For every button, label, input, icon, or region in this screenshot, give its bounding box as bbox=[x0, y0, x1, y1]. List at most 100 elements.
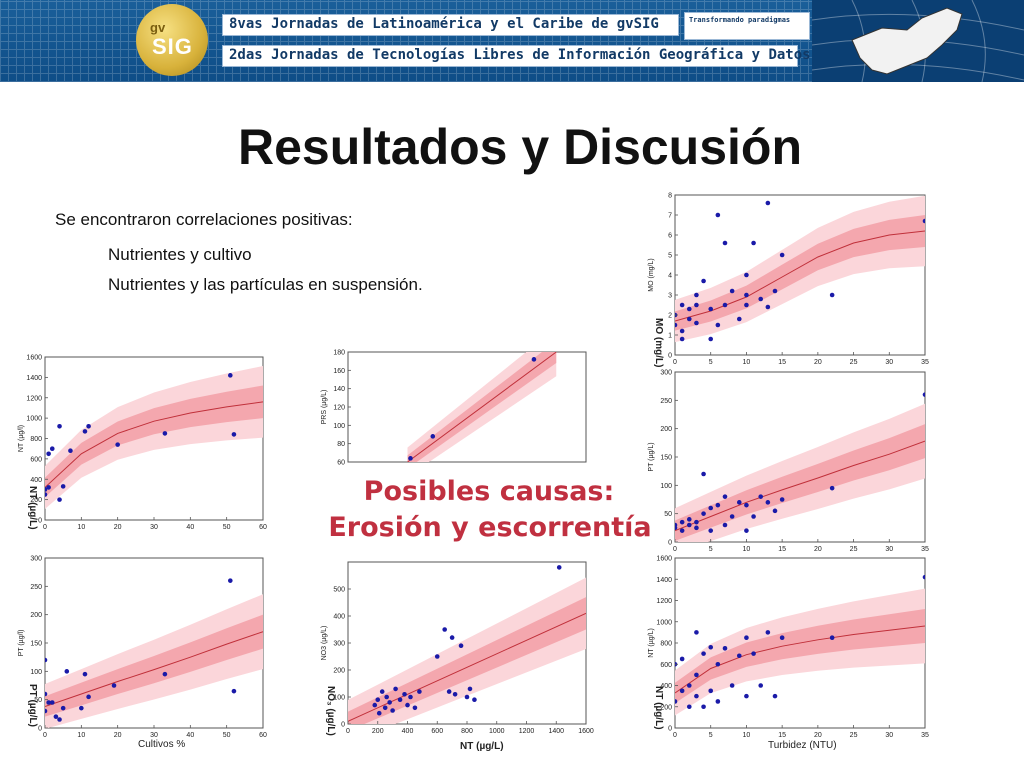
data-point bbox=[45, 657, 48, 663]
y-axis-label: PRS (µg/L) bbox=[321, 390, 328, 425]
data-point bbox=[675, 522, 678, 528]
data-point bbox=[162, 671, 168, 677]
x-tick-label: 40 bbox=[186, 524, 194, 531]
y-tick-label: 1200 bbox=[26, 395, 42, 402]
y-tick-label: 800 bbox=[660, 641, 672, 648]
bullet-1: Nutrientes y cultivo bbox=[108, 245, 252, 264]
logo-gv-text: gv bbox=[150, 20, 166, 35]
data-point bbox=[417, 689, 422, 694]
data-point bbox=[111, 683, 117, 688]
data-point bbox=[405, 702, 410, 708]
chart-pt-turbidez: 0 50 100 150 200 250 300 0 5 10 15 20 25 30 35 PT (µg/L… bbox=[648, 370, 929, 554]
x-tick-label: 50 bbox=[223, 732, 231, 739]
tagline-line-1: Transformando paradigmas bbox=[689, 16, 791, 24]
y-tick-label: 100 bbox=[333, 695, 345, 702]
data-point bbox=[758, 494, 764, 499]
data-point bbox=[82, 671, 88, 677]
x-tick-label: 200 bbox=[372, 728, 384, 735]
slide-title: Resultados y Discusión bbox=[237, 119, 803, 175]
side-label-no3: NO₃ (µg/L) bbox=[325, 686, 336, 736]
data-point bbox=[722, 240, 728, 246]
data-point bbox=[57, 497, 62, 502]
x-tick-label: 10 bbox=[77, 524, 85, 531]
data-point bbox=[64, 669, 70, 674]
event-banner: gv SIG 8vas Jornadas de Latinoamérica y … bbox=[0, 0, 1024, 82]
confidence-band bbox=[45, 385, 263, 498]
intro-text: Se encontraron correlaciones positivas: bbox=[55, 210, 353, 229]
data-point bbox=[60, 705, 66, 711]
data-point bbox=[86, 694, 91, 700]
x-tick-label: 1400 bbox=[548, 728, 564, 735]
data-point bbox=[694, 519, 699, 525]
data-point bbox=[449, 635, 455, 640]
y-tick-label: 120 bbox=[333, 405, 345, 412]
x-tick-label: 25 bbox=[850, 732, 858, 739]
data-point bbox=[751, 240, 756, 246]
map-graphic bbox=[811, 0, 1024, 82]
data-point bbox=[390, 708, 395, 713]
y-tick-label: 60 bbox=[337, 460, 345, 467]
y-tick-label: 4 bbox=[668, 273, 672, 280]
x-tick-label: 30 bbox=[150, 732, 158, 739]
y-tick-label: 400 bbox=[660, 683, 672, 690]
y-tick-label: 0 bbox=[668, 726, 672, 733]
data-point bbox=[829, 485, 835, 491]
data-point bbox=[701, 704, 706, 710]
y-tick-label: 1400 bbox=[26, 375, 42, 382]
data-point bbox=[679, 328, 685, 334]
y-tick-label: 500 bbox=[333, 587, 345, 594]
data-point bbox=[701, 511, 706, 516]
causes-text: Erosión y escorrentía bbox=[328, 512, 652, 543]
y-tick-label: 150 bbox=[660, 455, 672, 462]
data-point bbox=[82, 429, 88, 434]
data-point bbox=[772, 508, 778, 514]
data-point bbox=[57, 717, 62, 722]
plot-area bbox=[675, 195, 925, 343]
x-tick-label: 15 bbox=[778, 359, 786, 366]
logo-sig-text: SIG bbox=[152, 34, 193, 59]
data-point bbox=[715, 699, 721, 704]
data-point bbox=[765, 304, 771, 310]
data-point bbox=[679, 656, 685, 662]
plot-area bbox=[45, 578, 263, 728]
y-tick-label: 200 bbox=[30, 612, 42, 619]
y-tick-label: 400 bbox=[333, 614, 345, 621]
xlabel-nt: NT (µg/L) bbox=[460, 741, 504, 752]
data-point bbox=[384, 694, 389, 700]
x-tick-label: 0 bbox=[673, 546, 677, 553]
data-point bbox=[686, 316, 692, 322]
banner-tagline: Transformando paradigmas bbox=[684, 12, 810, 40]
fit-line bbox=[45, 631, 263, 707]
plot-area bbox=[407, 352, 557, 462]
y-tick-label: 1600 bbox=[26, 355, 42, 362]
data-point bbox=[115, 442, 120, 447]
banner-line-2: 2das Jornadas de Tecnologías Libres de I… bbox=[222, 45, 886, 67]
data-point bbox=[751, 514, 756, 519]
data-point bbox=[231, 432, 237, 437]
data-point bbox=[722, 302, 728, 308]
data-point bbox=[772, 288, 778, 294]
fit-line bbox=[675, 440, 925, 532]
data-point bbox=[376, 710, 382, 716]
data-point bbox=[922, 218, 925, 224]
y-tick-label: 160 bbox=[333, 368, 345, 375]
data-point bbox=[679, 528, 685, 533]
data-point bbox=[736, 500, 742, 505]
x-tick-label: 1600 bbox=[578, 728, 594, 735]
data-point bbox=[679, 519, 685, 525]
y-tick-label: 6 bbox=[668, 233, 672, 240]
data-point bbox=[708, 306, 714, 312]
x-tick-label: 50 bbox=[223, 524, 231, 531]
data-point bbox=[715, 212, 721, 218]
data-point bbox=[701, 471, 706, 477]
data-point bbox=[722, 522, 728, 528]
x-tick-label: 25 bbox=[850, 546, 858, 553]
data-point bbox=[49, 446, 55, 451]
data-point bbox=[686, 704, 692, 710]
data-point bbox=[772, 693, 778, 699]
fit-line bbox=[675, 230, 925, 322]
data-point bbox=[736, 653, 742, 659]
data-point bbox=[45, 708, 48, 714]
data-point bbox=[68, 448, 73, 454]
data-point bbox=[779, 252, 785, 258]
